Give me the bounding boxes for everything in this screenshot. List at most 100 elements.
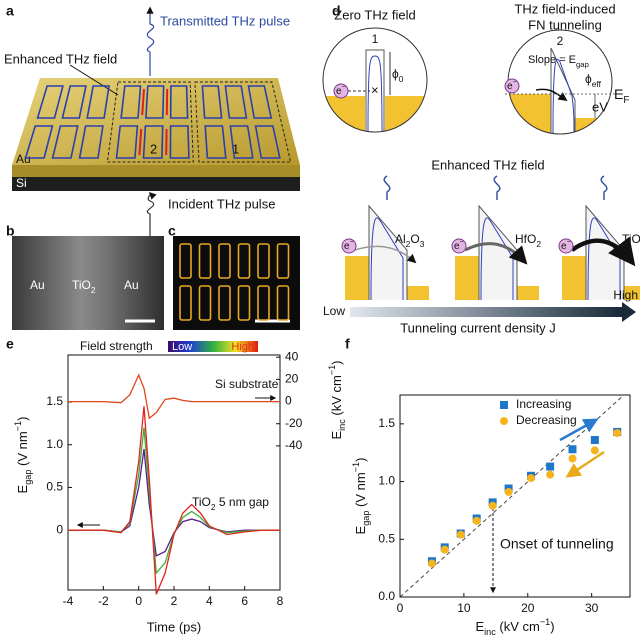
- line: [68, 448, 280, 557]
- point: [568, 445, 577, 454]
- electrode: [201, 85, 223, 119]
- metal: [517, 286, 539, 300]
- ring: [237, 243, 251, 279]
- y2-tick-label: 20: [285, 372, 299, 386]
- text-part: ϕ: [585, 72, 592, 86]
- electron-label: e−: [507, 79, 517, 91]
- electron: [504, 78, 520, 94]
- fermi-label: EF: [614, 86, 629, 106]
- text-part: e: [454, 241, 460, 252]
- thz-wave: [493, 175, 501, 200]
- text-part: 2: [406, 239, 411, 249]
- au-label: Au: [124, 278, 139, 292]
- metal: [345, 256, 369, 300]
- panel-d: d Zero THz field THz field-induced FN tu…: [322, 1, 640, 335]
- material-label: Al2O3: [395, 232, 425, 249]
- barrier-curve: [370, 217, 404, 301]
- x-tick-label: 6: [241, 594, 248, 608]
- ring: [198, 285, 212, 321]
- text-part: Al: [395, 232, 406, 246]
- electron: [333, 83, 349, 99]
- metal: [562, 256, 586, 300]
- x-tick-label: 30: [585, 601, 599, 615]
- au-label: Au: [16, 152, 31, 166]
- y-tick-label: 0.0: [378, 589, 395, 603]
- line: [68, 427, 280, 575]
- text-part: −1: [351, 462, 361, 472]
- x-tick-label: 0: [397, 601, 404, 615]
- y2-tick-label: -40: [285, 438, 303, 452]
- text-part: ϕ: [392, 67, 399, 81]
- panel-label: a: [6, 3, 14, 19]
- electrode: [145, 85, 165, 119]
- text-part: −: [460, 239, 464, 246]
- point: [546, 462, 555, 471]
- gap-label: 1: [232, 141, 239, 156]
- transmitted-label: Transmitted THz pulse: [160, 13, 290, 28]
- tunnel-arrow: [464, 242, 528, 265]
- y-tick-label: 1.0: [378, 474, 395, 488]
- text-part: (V nm: [15, 431, 30, 469]
- ring: [257, 285, 270, 321]
- electron-label: e−: [344, 239, 354, 251]
- si-label: Si: [16, 176, 27, 190]
- line: [68, 373, 280, 420]
- reference-line: [399, 394, 625, 598]
- text-part: TiO: [192, 495, 211, 509]
- au-label: Au: [30, 278, 45, 292]
- x-tick-label: 0: [135, 594, 142, 608]
- text-part: TiO: [72, 278, 91, 292]
- electrode: [169, 85, 189, 119]
- colorbar: [168, 341, 258, 352]
- electrode: [61, 85, 87, 119]
- incident-label: Incident THz pulse: [168, 196, 275, 211]
- electrode: [36, 85, 64, 119]
- gold-film: [12, 78, 300, 165]
- ring: [179, 243, 192, 279]
- text-part: (kV cm: [496, 619, 540, 634]
- text-part: gap: [361, 511, 371, 526]
- x-tick-label: 20: [521, 601, 535, 615]
- electron: [451, 238, 467, 254]
- point: [613, 429, 622, 438]
- y-tick-label: 1.0: [46, 437, 63, 451]
- text-part: 0: [399, 74, 404, 84]
- thz-wave: [600, 175, 608, 200]
- panel-label: f: [345, 336, 350, 352]
- tunnel-arrow: [354, 245, 417, 264]
- panel-label: c: [168, 223, 176, 239]
- panel-c: c: [168, 223, 300, 330]
- ylabel: Egap (V nm−1): [13, 417, 33, 494]
- tio2-label: TiO2: [72, 278, 96, 295]
- ring: [179, 285, 192, 321]
- text-part: ): [550, 619, 554, 634]
- y2-tick-label: 40: [285, 349, 299, 363]
- point: [488, 501, 497, 510]
- text-part: E: [353, 525, 368, 534]
- text-part: e: [561, 241, 567, 252]
- electrode: [224, 85, 248, 119]
- dashed-box: [106, 81, 194, 163]
- micrograph: [173, 236, 300, 330]
- low-label: Low: [323, 304, 345, 318]
- y-tick-label: 1.5: [46, 394, 63, 408]
- barrier-curve: [480, 217, 514, 301]
- text-part: −: [350, 239, 354, 246]
- title: FN tunneling: [528, 17, 602, 32]
- phi-eff: ϕeff: [585, 72, 602, 89]
- y-tick-label: 1.5: [378, 416, 395, 430]
- text-part: gap: [23, 470, 33, 485]
- electrode: [78, 125, 104, 159]
- electrode: [51, 125, 79, 159]
- barrier: [478, 204, 518, 300]
- barrier: [585, 204, 625, 300]
- point: [456, 530, 465, 539]
- y2-tick-label: -20: [285, 416, 303, 430]
- micrograph: [12, 236, 164, 330]
- point: [526, 474, 535, 483]
- x-tick-label: -4: [63, 594, 74, 608]
- text-part: 2: [211, 502, 216, 512]
- enhanced-label: Enhanced THz field: [4, 51, 117, 66]
- text-part: gap: [576, 60, 589, 69]
